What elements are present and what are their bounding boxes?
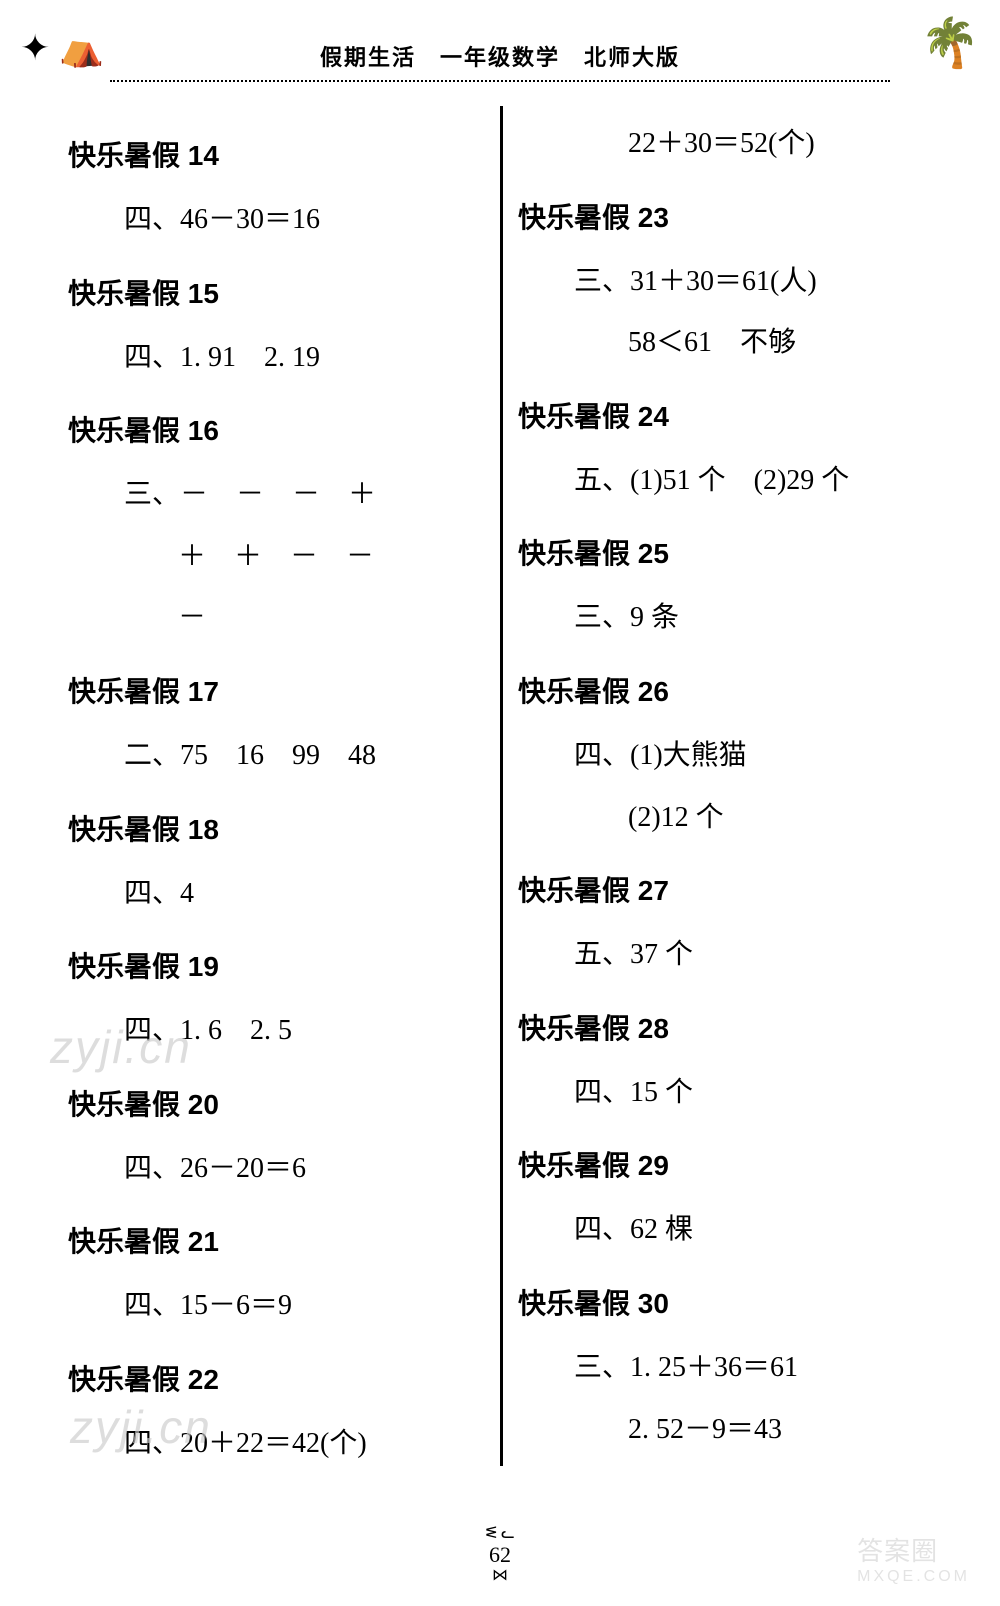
answer-line: 四、15－6＝9 — [124, 1282, 482, 1330]
palm-icon: 🌴 — [920, 17, 980, 70]
answer-continuation: 22＋30＝52(个) — [628, 120, 932, 168]
section-title: 快乐暑假 16 — [68, 409, 482, 449]
answer-continuation: (2)12 个 — [628, 794, 932, 842]
answer-line: 四、62 棵 — [574, 1206, 932, 1254]
section-title: 快乐暑假 22 — [68, 1358, 482, 1398]
section-title: 快乐暑假 29 — [518, 1144, 932, 1184]
answer-line: 三、－ － － ＋ — [124, 471, 482, 519]
section-title: 快乐暑假 17 — [68, 670, 482, 710]
section-title: 快乐暑假 23 — [518, 196, 932, 236]
page: ✦ ⛺ 🌴 假期生活 一年级数学 北师大版 快乐暑假 14四、46－30＝16快… — [0, 0, 1000, 1606]
column-divider — [500, 106, 503, 1466]
watermark-3-bottom: MXQE.COM — [857, 1568, 970, 1586]
page-number: 62 — [485, 1542, 514, 1568]
answer-line: 五、(1)51 个 (2)29 个 — [574, 457, 932, 505]
header-divider — [110, 80, 890, 82]
answer-continuation: ＋ ＋ － － — [178, 533, 482, 581]
tent-decoration: ✦ ⛺ — [20, 30, 104, 66]
content-columns: 快乐暑假 14 四、46－30＝16 快乐暑假 15 四、1. 91 2. 19 快乐暑… — [50, 106, 950, 1506]
section-title: 快乐暑假 21 — [68, 1220, 482, 1260]
answer-line: 四、1. 6 2. 5 — [124, 1007, 482, 1055]
section-title: 快乐暑假 19 — [68, 945, 482, 985]
section-title: 快乐暑假 15 — [68, 272, 482, 312]
answer-continuation: 58＜61 不够 — [628, 319, 932, 367]
butterfly-icon: ✦ — [20, 28, 50, 68]
section-title: 快乐暑假 26 — [518, 670, 932, 710]
answer-line: 四、20＋22＝42(个) — [124, 1420, 482, 1468]
watermark-3: 答案圈 MXQE.COM — [857, 1531, 970, 1586]
answer-line: 三、1. 25＋36＝61 — [574, 1344, 932, 1392]
answer-line: 四、46－30＝16 — [124, 196, 482, 244]
page-number-bottom-deco: ⋈ — [485, 1568, 514, 1584]
answer-continuation: － — [178, 594, 482, 642]
section-title: 快乐暑假 30 — [518, 1282, 932, 1322]
section-title: 快乐暑假 24 — [518, 395, 932, 435]
section-title: 快乐暑假 28 — [518, 1007, 932, 1047]
palm-decoration: 🌴 — [920, 20, 980, 68]
page-number-block: ᓬ ᓚ 62 ⋈ — [485, 1526, 514, 1584]
page-header: 假期生活 一年级数学 北师大版 — [50, 40, 950, 72]
answer-line: 四、26－20＝6 — [124, 1145, 482, 1193]
answer-line: 五、37 个 — [574, 931, 932, 979]
answer-line: 四、1. 91 2. 19 — [124, 334, 482, 382]
section-title: 快乐暑假 18 — [68, 808, 482, 848]
right-column: 22＋30＝52(个) 快乐暑假 23 三、31＋30＝61(人) 58＜61 不够快… — [500, 106, 950, 1506]
answer-line: 四、(1)大熊猫 — [574, 732, 932, 780]
section-title: 快乐暑假 27 — [518, 869, 932, 909]
answer-line: 四、4 — [124, 870, 482, 918]
page-number-top-deco: ᓬ ᓚ — [485, 1526, 514, 1542]
left-column: 快乐暑假 14 四、46－30＝16 快乐暑假 15 四、1. 91 2. 19 快乐暑… — [50, 106, 500, 1506]
answer-line: 四、15 个 — [574, 1069, 932, 1117]
answer-continuation: 2. 52－9＝43 — [628, 1406, 932, 1454]
section-title: 快乐暑假 20 — [68, 1083, 482, 1123]
section-title: 快乐暑假 14 — [68, 134, 482, 174]
watermark-3-top: 答案圈 — [857, 1531, 970, 1568]
answer-line: 三、31＋30＝61(人) — [574, 258, 932, 306]
section-title: 快乐暑假 25 — [518, 532, 932, 572]
tent-icon: ⛺ — [59, 28, 104, 68]
answer-line: 二、75 16 99 48 — [124, 732, 482, 780]
answer-line: 三、9 条 — [574, 594, 932, 642]
